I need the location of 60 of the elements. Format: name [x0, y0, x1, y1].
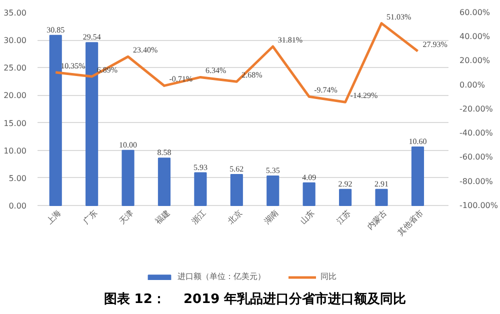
y2-tick-label: 20.00%: [460, 56, 490, 66]
data-label: 5.93: [193, 162, 208, 172]
x-tick-label: 江苏: [334, 208, 352, 226]
bar: [375, 188, 388, 206]
bar: [194, 172, 207, 206]
data-label: 23.40%: [133, 46, 158, 55]
bar: [266, 175, 280, 206]
bar: [411, 146, 424, 206]
x-tick-label: 山东: [298, 208, 316, 226]
data-label: 2.92: [338, 179, 352, 188]
data-label: 2.91: [374, 179, 389, 188]
x-tick-label: 浙江: [190, 208, 208, 226]
y2-tick-label: 40.00%: [460, 32, 490, 42]
y2-tick-label: 0.00%: [460, 80, 486, 90]
text: 图表 12： 2019 年乳品进口分省市进口额及同比: [104, 291, 406, 309]
y2-tick-label: -20.00%: [460, 104, 494, 114]
bar: [230, 174, 243, 206]
legend-label: 同比: [320, 271, 338, 282]
data-label: 5.35: [266, 166, 280, 175]
bar: [86, 42, 98, 206]
y-tick-label: 30.00: [4, 36, 27, 46]
x-tick-label: 其他省市: [396, 208, 425, 238]
y2-tick-label: 60.00%: [460, 8, 490, 17]
data-label: 4.09: [302, 172, 316, 182]
bar: [49, 34, 62, 206]
data-label: 29.54: [82, 32, 101, 42]
bar: [339, 188, 352, 206]
y-tick-label: 20.00: [4, 91, 27, 100]
data-label: -14.29%: [350, 91, 378, 100]
x-tick-label: 福建: [154, 208, 172, 226]
data-label: 10.60: [408, 137, 427, 146]
data-label: 30.85: [46, 25, 65, 34]
y-tick-label: 5.00: [8, 174, 26, 183]
x-tick-label: 天津: [118, 208, 136, 226]
y-tick-label: 35.00: [4, 8, 27, 18]
bar: [302, 182, 316, 206]
data-label: 51.03%: [386, 12, 412, 22]
x-tick-label: 北京: [226, 208, 244, 226]
y2-tick-label: -60.00%: [460, 152, 494, 162]
x-tick-label: 内蒙古: [365, 208, 389, 232]
data-label: 27.93%: [422, 40, 448, 50]
data-label: 6.34%: [205, 66, 226, 76]
y-tick-label: 15.00: [4, 118, 27, 128]
data-label: 31.81%: [278, 35, 303, 44]
legend-label: 进口额（单位：亿美元）: [178, 271, 266, 282]
y2-tick-label: -40.00%: [460, 128, 494, 138]
data-label: 8.58: [157, 148, 172, 158]
data-label: -9.74%: [314, 86, 338, 95]
x-tick-label: 广东: [81, 208, 99, 226]
y-tick-label: 0.00: [8, 201, 26, 210]
y2-tick-label: -80.00%: [460, 176, 494, 186]
y2-tick-label: -100.00%: [460, 200, 498, 210]
y-tick-label: 10.00: [4, 146, 27, 156]
x-tick-label: 湖南: [262, 208, 280, 226]
data-label: 10.00: [119, 140, 138, 150]
bar: [158, 158, 171, 206]
x-tick-label: 上海: [45, 208, 63, 226]
y-tick-label: 25.00: [4, 64, 27, 73]
bar: [122, 150, 134, 206]
data-label: 5.62: [230, 164, 244, 174]
